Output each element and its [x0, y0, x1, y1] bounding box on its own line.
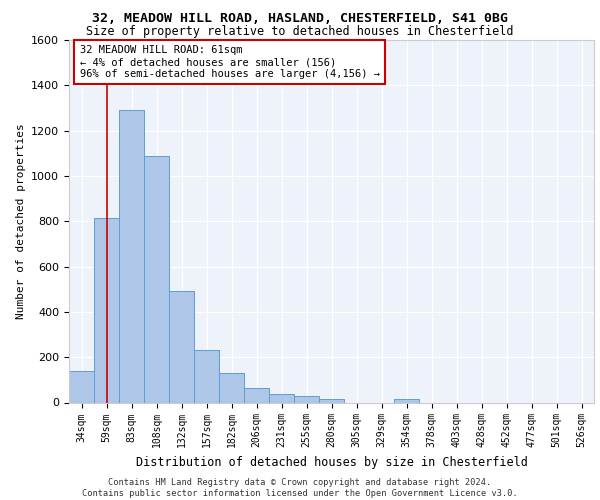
Bar: [294, 396, 319, 402]
Bar: [194, 350, 219, 403]
Bar: [169, 292, 194, 403]
Text: Size of property relative to detached houses in Chesterfield: Size of property relative to detached ho…: [86, 25, 514, 38]
Bar: [319, 399, 344, 402]
Bar: [219, 373, 244, 402]
X-axis label: Distribution of detached houses by size in Chesterfield: Distribution of detached houses by size …: [136, 456, 527, 469]
Text: 32, MEADOW HILL ROAD, HASLAND, CHESTERFIELD, S41 0BG: 32, MEADOW HILL ROAD, HASLAND, CHESTERFI…: [92, 12, 508, 26]
Bar: [69, 371, 94, 402]
Bar: [144, 156, 169, 402]
Bar: [119, 110, 144, 403]
Text: Contains HM Land Registry data © Crown copyright and database right 2024.
Contai: Contains HM Land Registry data © Crown c…: [82, 478, 518, 498]
Bar: [394, 399, 419, 402]
Bar: [244, 388, 269, 402]
Text: 32 MEADOW HILL ROAD: 61sqm
← 4% of detached houses are smaller (156)
96% of semi: 32 MEADOW HILL ROAD: 61sqm ← 4% of detac…: [79, 46, 380, 78]
Y-axis label: Number of detached properties: Number of detached properties: [16, 124, 26, 319]
Bar: [269, 394, 294, 402]
Bar: [94, 218, 119, 402]
